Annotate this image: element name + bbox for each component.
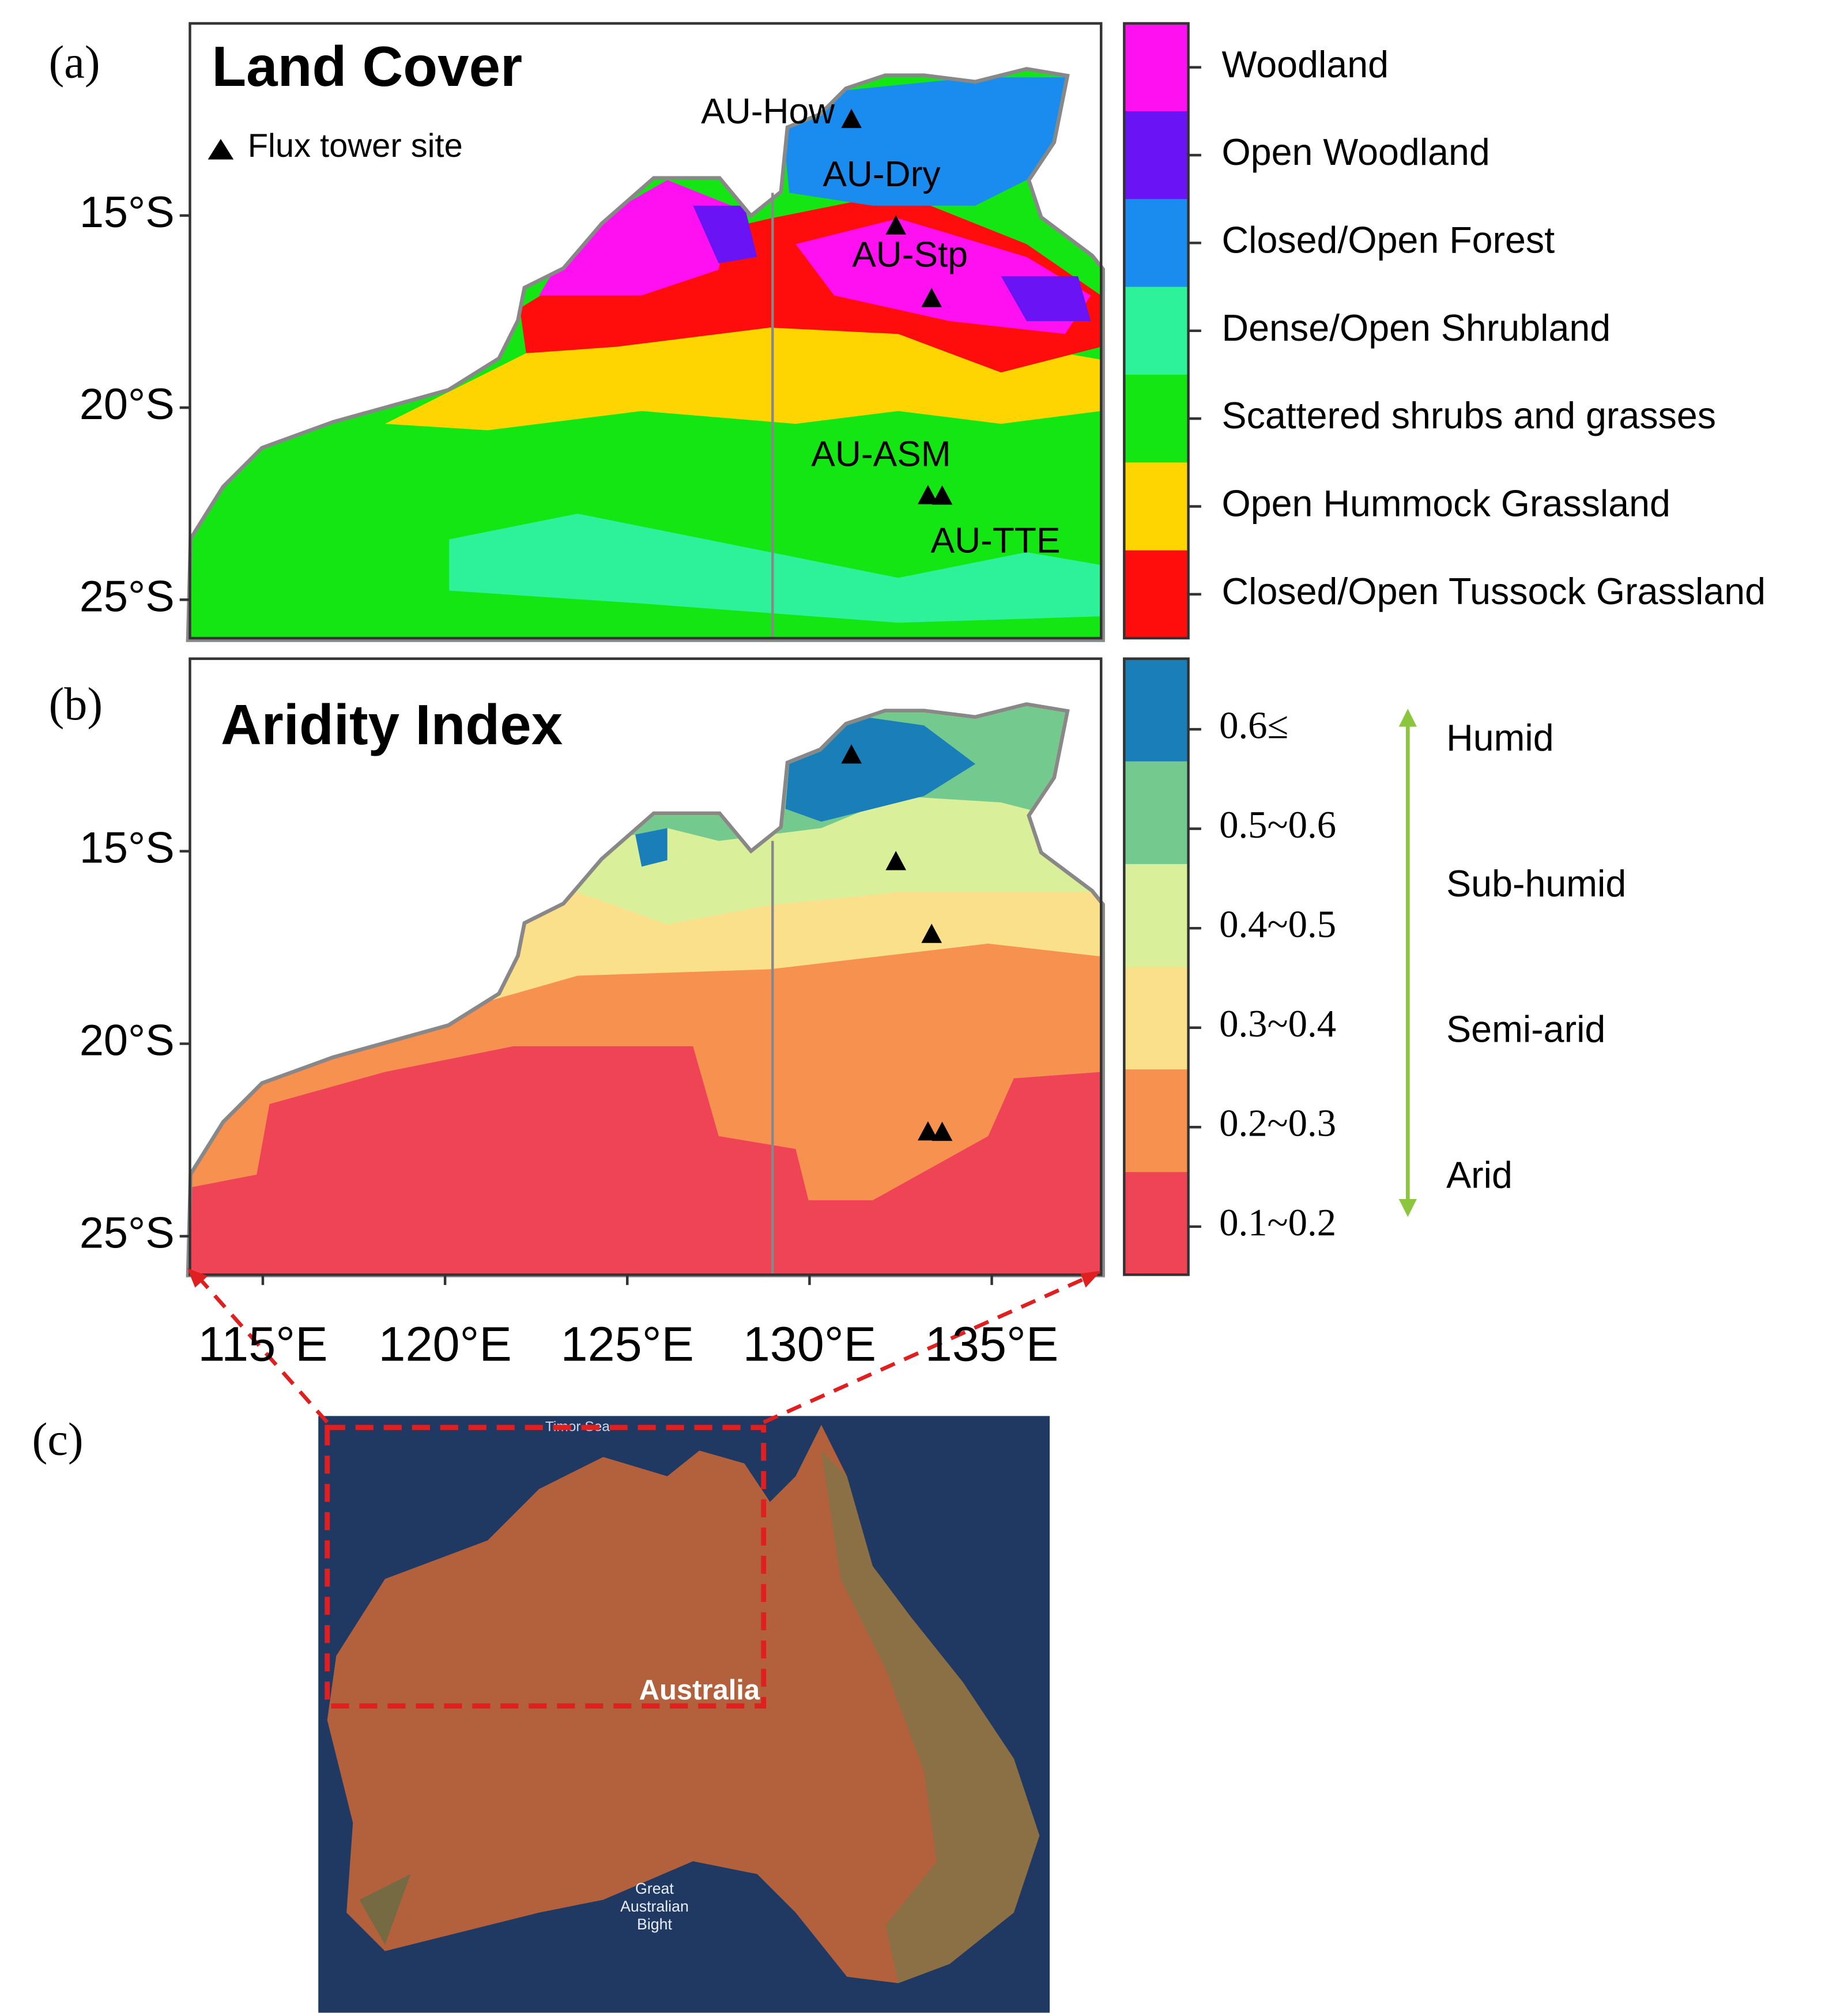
legend-label: Closed/Open Forest — [1222, 220, 1555, 261]
bight-label: Bight — [637, 1916, 672, 1933]
legend-label: 0.4~0.5 — [1219, 903, 1336, 946]
zone-label: Semi-arid — [1446, 1009, 1605, 1050]
legend-label: 0.2~0.3 — [1219, 1102, 1336, 1145]
site-marker — [921, 288, 942, 307]
marker-legend-label: Flux tower site — [248, 127, 463, 164]
aridity-map: Aridity Index — [186, 657, 1105, 1277]
site-label: AU-ASM — [811, 435, 951, 474]
y-tick-label: 20°S — [80, 1016, 175, 1065]
region — [1001, 276, 1091, 322]
legend-label: 0.3~0.4 — [1219, 1002, 1336, 1045]
site-marker — [931, 485, 953, 505]
panel-title: Aridity Index — [221, 693, 563, 756]
satellite-map — [318, 1416, 1050, 2013]
legend-label: Closed/Open Tussock Grassland — [1222, 571, 1766, 612]
bight-label: Great — [635, 1880, 674, 1897]
site-marker — [885, 215, 907, 235]
legend-label: 0.5~0.6 — [1219, 804, 1336, 846]
site-marker — [841, 744, 862, 764]
zone-label: Humid — [1446, 717, 1554, 759]
legend-swatch — [1124, 462, 1189, 551]
legend-swatch — [1124, 1172, 1189, 1276]
legend-swatch — [1124, 1069, 1189, 1173]
legend-swatch — [1124, 966, 1189, 1070]
legend-label: Scattered shrubs and grasses — [1222, 395, 1717, 436]
legend-swatch — [1124, 374, 1189, 463]
legend-label: Open Woodland — [1222, 131, 1490, 173]
x-tick-label: 120°E — [378, 1317, 511, 1371]
legend-swatch — [1124, 23, 1189, 112]
legend-label: Open Hummock Grassland — [1222, 483, 1670, 525]
legend-swatch — [1124, 864, 1189, 968]
site-marker — [921, 923, 942, 943]
region — [539, 180, 732, 296]
legend-swatch — [1124, 761, 1189, 865]
region — [693, 205, 757, 263]
bight-label: Australian — [620, 1898, 689, 1915]
panel-label: (c) — [32, 1415, 84, 1465]
site-marker — [841, 108, 862, 129]
panel-label: (a) — [49, 37, 100, 88]
marker-legend-symbol — [208, 138, 234, 160]
map-frame — [188, 22, 1103, 640]
legend-label: 0.1~0.2 — [1219, 1201, 1336, 1244]
legend-frame — [1123, 657, 1190, 1276]
site-marker — [918, 1121, 938, 1141]
site-marker — [885, 851, 907, 870]
zoom-box — [325, 1424, 767, 1709]
land-cover-map: Land Cover Flux tower site — [186, 22, 1105, 642]
region — [785, 713, 976, 822]
legend-swatch — [1124, 287, 1189, 376]
legend-swatch — [1124, 199, 1189, 288]
region — [783, 77, 1065, 206]
legend-label: Woodland — [1222, 44, 1389, 85]
y-tick-label: 25°S — [80, 572, 175, 621]
panel-title: Land Cover — [212, 35, 522, 98]
site-marker — [918, 485, 938, 504]
legend-swatch — [1124, 658, 1189, 762]
y-tick-label: 20°S — [80, 380, 175, 429]
legend-label: 0.6≤ — [1219, 704, 1288, 747]
x-tick-label: 135°E — [925, 1317, 1058, 1371]
y-tick-label: 15°S — [80, 824, 175, 873]
site-label: AU-TTE — [931, 521, 1061, 561]
region — [449, 514, 1102, 623]
x-tick-label: 130°E — [743, 1317, 876, 1371]
country-label: Australia — [639, 1675, 760, 1706]
y-tick-label: 25°S — [80, 1209, 175, 1258]
zoom-line — [763, 1273, 1095, 1424]
legend-frame — [1123, 22, 1190, 640]
legend-swatch — [1124, 111, 1189, 200]
map-frame — [188, 657, 1103, 1276]
y-tick-label: 15°S — [80, 188, 175, 237]
region — [795, 218, 1091, 334]
site-label: AU-Dry — [823, 154, 941, 194]
zone-label: Arid — [1446, 1154, 1513, 1196]
eastern-vegetation — [821, 1450, 1040, 1984]
zoom-line — [193, 1272, 329, 1424]
x-tick-label: 115°E — [198, 1317, 327, 1371]
site-marker — [931, 1121, 953, 1141]
x-tick-label: 125°E — [561, 1317, 694, 1371]
southwest-vegetation — [359, 1874, 411, 1945]
region — [635, 828, 667, 867]
site-label: AU-Stp — [852, 235, 968, 274]
legend-swatch — [1124, 550, 1189, 639]
panel-label: (b) — [49, 679, 103, 730]
zone-label: Sub-humid — [1446, 863, 1626, 904]
legend-label: Dense/Open Shrubland — [1222, 307, 1611, 349]
site-label: AU-How — [701, 92, 835, 131]
